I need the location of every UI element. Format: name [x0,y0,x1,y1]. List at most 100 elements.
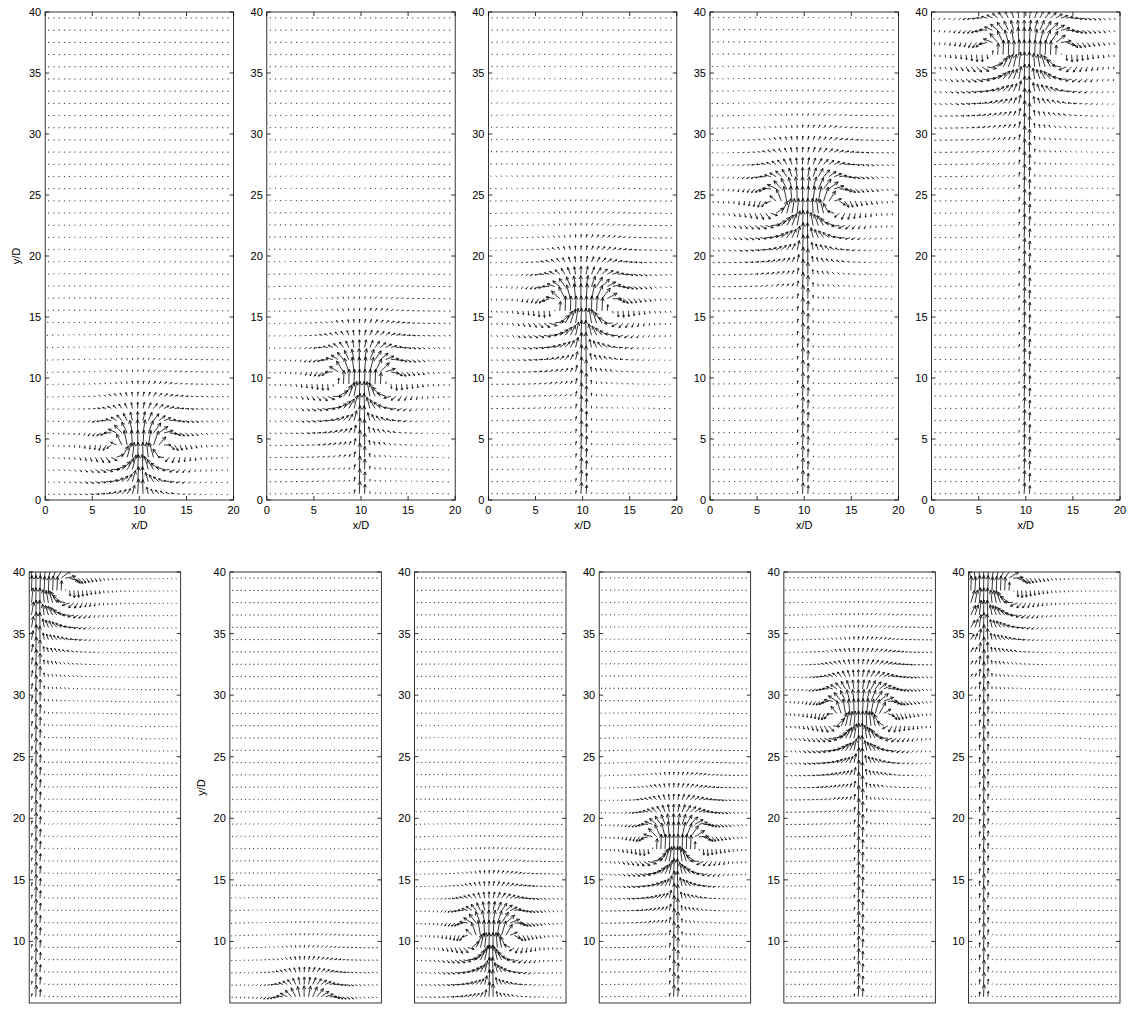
arrow [143,115,144,116]
arrow [58,384,59,386]
arrow [217,152,218,153]
arrow [196,66,197,67]
arrow [53,188,54,190]
arrow [290,335,291,337]
arrow [64,127,65,128]
arrow [64,42,65,43]
arrow [201,286,202,287]
arrow [307,396,309,399]
arrow [48,421,49,422]
arrow [132,236,133,238]
arrow [68,371,69,372]
arrow [132,261,133,263]
arrow [113,405,117,408]
arrow [180,103,181,104]
arrow [296,481,298,482]
arrow [389,443,391,445]
arrow [185,17,186,18]
arrow [143,298,145,299]
arrow [69,236,70,238]
x-tick [186,496,187,500]
arrow [375,331,378,336]
arrow [52,409,53,410]
arrow [398,420,402,421]
arrow [201,237,202,238]
arrow [191,200,192,201]
arrow [201,164,202,165]
arrow [148,358,150,360]
arrow [201,347,203,348]
arrow [295,372,296,375]
y-tick-label: 35 [29,67,41,79]
arrow [101,139,102,140]
y-tick [230,134,234,135]
arrow [448,493,449,494]
arrow [191,371,193,372]
arrow [169,407,174,409]
arrow [338,480,339,482]
arrow [334,344,339,348]
arrow [96,188,97,190]
arrow [427,457,428,458]
arrow [307,409,310,411]
arrow [80,139,81,140]
arrow [449,348,450,349]
arrow [116,358,117,360]
arrow [222,433,223,434]
arrow [111,212,112,214]
arrow [69,212,70,214]
arrow [106,66,107,67]
arrow [96,482,100,484]
arrow [154,176,155,178]
arrow [222,286,223,287]
arrow [100,273,102,274]
arrow [180,17,181,18]
arrow [196,200,197,201]
arrow [101,54,102,55]
arrow [103,407,107,408]
arrow [132,334,133,335]
arrow [132,485,135,494]
arrow [448,481,449,482]
arrow [280,469,282,470]
arrow [100,322,101,323]
arrow [391,345,397,347]
arrow [138,237,139,239]
arrow [153,322,155,323]
arrow [449,360,450,361]
arrow [111,78,112,79]
arrow [390,481,392,482]
arrow [326,322,328,324]
arrow [78,421,79,423]
arrow [154,297,155,299]
arrow [191,17,192,18]
arrow [191,127,192,128]
arrow [196,30,197,31]
arrow [127,66,128,67]
arrow [169,371,171,372]
arrow [170,470,175,473]
arrow [94,371,95,373]
arrow [90,212,91,214]
arrow [206,127,207,128]
arrow [270,445,272,447]
arrow [110,382,111,384]
arrow [64,17,65,18]
arrow [433,323,435,325]
arrow [158,310,160,312]
arrow [63,457,65,459]
arrow [53,151,54,152]
arrow [74,42,75,43]
arrow [390,493,391,494]
arrow [48,91,49,92]
arrow [164,370,166,372]
arrow [132,103,133,104]
arrow [58,433,59,434]
arrow [216,482,217,483]
y-tick [45,134,49,135]
arrow [401,469,402,470]
arrow [353,319,354,323]
arrow [296,409,298,411]
arrow [227,42,228,43]
arrow [79,261,81,262]
